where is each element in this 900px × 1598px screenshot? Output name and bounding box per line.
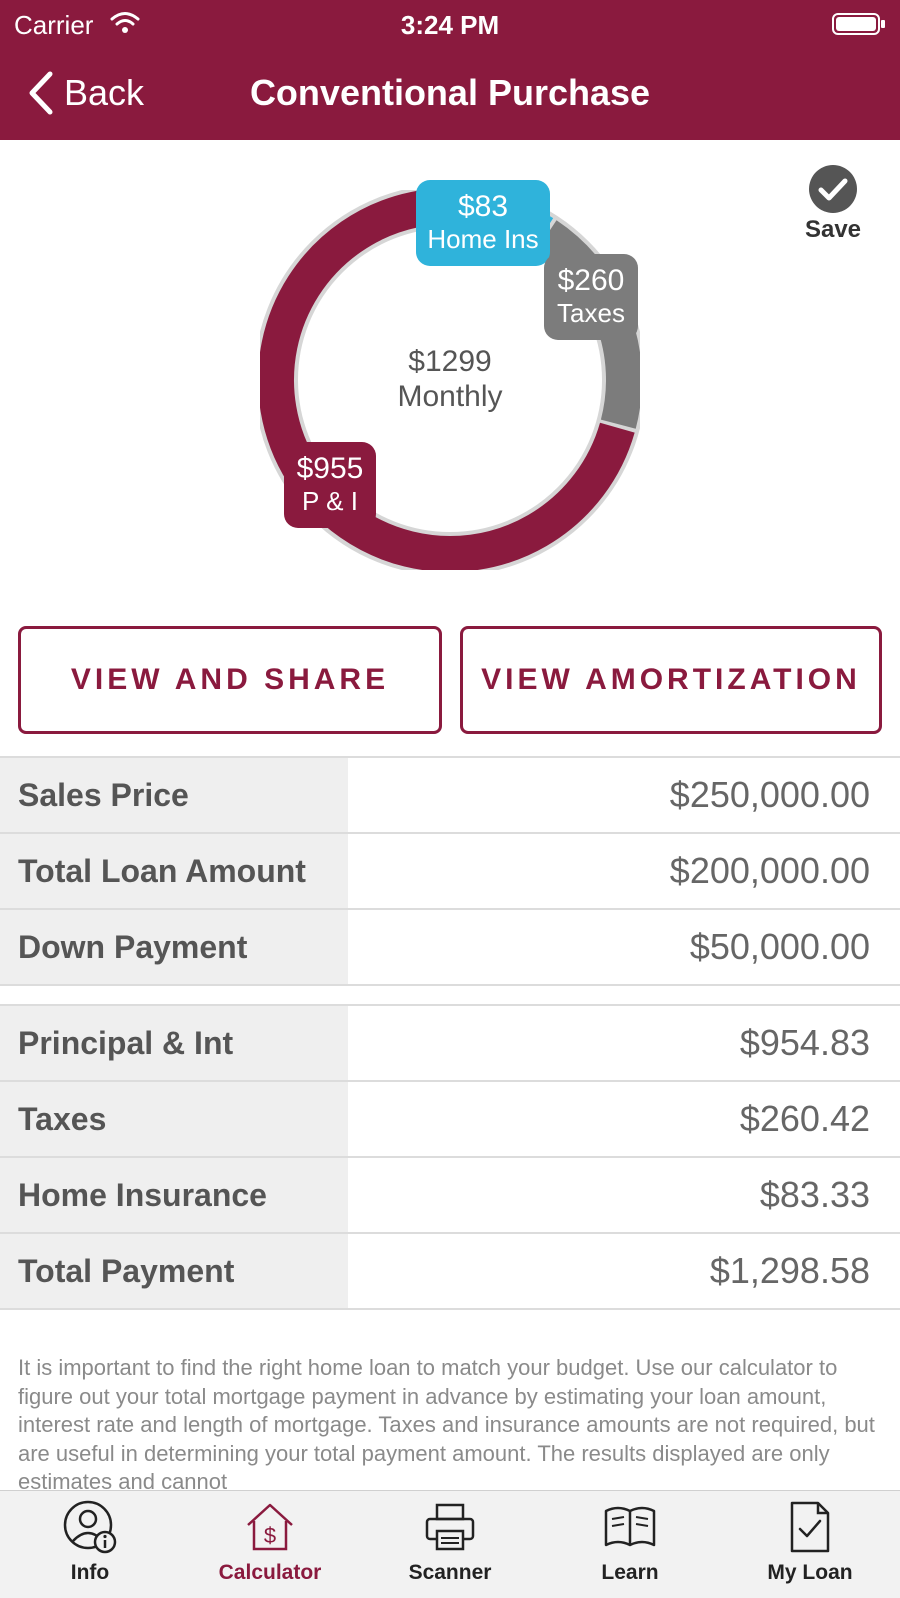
table-row[interactable]: Down Payment $50,000.00 <box>0 910 900 986</box>
printer-icon <box>425 1503 475 1551</box>
row-label: Principal & Int <box>0 1006 348 1080</box>
row-label: Total Payment <box>0 1234 348 1308</box>
table-row: Total Payment $1,298.58 <box>0 1234 900 1310</box>
battery-icon <box>832 13 885 35</box>
slice-amount: $83 <box>457 190 509 223</box>
tab-calculator[interactable]: $ Calculator <box>180 1491 360 1598</box>
book-icon <box>604 1506 656 1547</box>
row-value[interactable]: $83.33 <box>348 1158 900 1232</box>
monthly-amount: $1299 <box>408 345 492 378</box>
slice-name: P & I <box>302 486 358 516</box>
document-check-icon <box>790 1501 830 1553</box>
slice-amount: $260 <box>557 264 625 297</box>
row-value[interactable]: $250,000.00 <box>348 758 900 832</box>
page-title: Conventional Purchase <box>249 72 651 113</box>
disclaimer-text: It is important to find the right home l… <box>18 1355 875 1490</box>
view-and-share-button[interactable]: VIEW AND SHARE <box>18 626 442 734</box>
nav-bar: Back Conventional Purchase <box>0 48 900 140</box>
row-label: Taxes <box>0 1082 348 1156</box>
row-value[interactable]: $954.83 <box>348 1006 900 1080</box>
tab-label: Info <box>70 1561 110 1584</box>
row-value[interactable]: $260.42 <box>348 1082 900 1156</box>
back-button[interactable]: Back <box>26 68 144 118</box>
tab-label: Scanner <box>408 1561 492 1584</box>
view-amortization-button[interactable]: VIEW AMORTIZATION <box>460 626 882 734</box>
tab-info[interactable]: Info <box>0 1491 180 1598</box>
row-value: $1,298.58 <box>348 1234 900 1308</box>
row-value[interactable]: $50,000.00 <box>348 910 900 984</box>
slice-label-pi: $955 P & I <box>284 442 376 528</box>
tab-label: Calculator <box>218 1561 322 1584</box>
table-row[interactable]: Total Loan Amount $200,000.00 <box>0 834 900 910</box>
row-label: Sales Price <box>0 758 348 832</box>
table-row[interactable]: Sales Price $250,000.00 <box>0 758 900 834</box>
payment-table: Principal & Int $954.83 Taxes $260.42 Ho… <box>0 1004 900 1310</box>
wifi-icon <box>110 12 140 33</box>
table-row[interactable]: Home Insurance $83.33 <box>0 1158 900 1234</box>
chevron-left-icon <box>29 71 53 115</box>
row-label: Total Loan Amount <box>0 834 348 908</box>
save-button[interactable]: Save <box>790 164 876 244</box>
table-row[interactable]: Taxes $260.42 <box>0 1082 900 1158</box>
row-label: Home Insurance <box>0 1158 348 1232</box>
payment-chart: $1299 Monthly $83 Home Ins $260 Taxes $9… <box>0 140 900 600</box>
tab-learn[interactable]: Learn <box>540 1491 720 1598</box>
row-value[interactable]: $200,000.00 <box>348 834 900 908</box>
house-dollar-icon: $ <box>247 1503 293 1551</box>
back-label: Back <box>64 72 145 113</box>
slice-name: Taxes <box>557 298 625 328</box>
status-bar: Carrier 3:24 PM <box>0 0 900 48</box>
monthly-label: Monthly <box>397 380 503 413</box>
slice-label-taxes: $260 Taxes <box>544 254 638 340</box>
tab-bar: Info $ Calculator Scanner Learn <box>0 1490 900 1598</box>
tab-scanner[interactable]: Scanner <box>360 1491 540 1598</box>
svg-text:$: $ <box>264 1523 276 1548</box>
slice-label-home-ins: $83 Home Ins <box>416 180 550 266</box>
checkmark-circle-icon <box>809 165 857 213</box>
user-info-icon <box>63 1500 117 1554</box>
slice-name: Home Ins <box>427 224 539 254</box>
tab-my-loan[interactable]: My Loan <box>720 1491 900 1598</box>
save-label: Save <box>804 216 862 243</box>
status-time: 3:24 PM <box>400 10 500 40</box>
carrier-label: Carrier <box>14 10 94 40</box>
row-label: Down Payment <box>0 910 348 984</box>
loan-table: Sales Price $250,000.00 Total Loan Amoun… <box>0 756 900 986</box>
slice-amount: $955 <box>296 452 364 485</box>
tab-label: My Loan <box>767 1561 853 1584</box>
tab-label: Learn <box>601 1561 659 1584</box>
table-row[interactable]: Principal & Int $954.83 <box>0 1006 900 1082</box>
app-header: Carrier 3:24 PM Back Conventional Purcha… <box>0 0 900 140</box>
